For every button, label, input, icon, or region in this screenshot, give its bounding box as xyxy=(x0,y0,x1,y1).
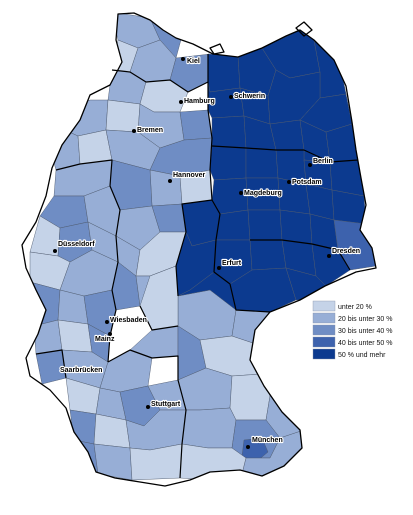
city-label: Bremen xyxy=(137,127,163,134)
district xyxy=(93,443,133,481)
city-saarbruecken: Saarbrücken xyxy=(59,366,104,375)
legend: unter 20 % 20 bis unter 30 % 30 bis unte… xyxy=(312,300,392,360)
city-label: Saarbrücken xyxy=(60,367,102,374)
city-erfurt: Erfurt xyxy=(217,259,243,270)
city-label: Hamburg xyxy=(184,98,215,105)
district xyxy=(241,437,269,463)
district xyxy=(211,115,247,149)
district xyxy=(261,345,301,397)
district xyxy=(207,53,241,93)
district xyxy=(279,209,313,245)
city-label: München xyxy=(252,437,283,444)
district xyxy=(269,119,305,151)
district xyxy=(181,407,237,449)
city-stuttgart: Stuttgart xyxy=(146,400,182,409)
city-label: Stuttgart xyxy=(151,401,181,408)
city-mainz: Mainz xyxy=(94,332,116,344)
city-potsdam: Potsdam xyxy=(287,178,323,187)
legend-swatch xyxy=(312,312,336,324)
city-schwerin: Schwerin xyxy=(229,92,266,101)
legend-label: 40 bis unter 50 % xyxy=(338,340,392,347)
island-outline xyxy=(209,43,225,55)
district xyxy=(69,409,97,445)
district xyxy=(229,373,271,421)
city-label: Mainz xyxy=(95,336,115,343)
district xyxy=(215,209,251,241)
city-kiel: Kiel xyxy=(181,57,201,66)
district xyxy=(179,109,213,141)
city-muenchen: München xyxy=(246,436,284,449)
city-label: Berlin xyxy=(313,158,333,165)
district xyxy=(33,319,63,355)
city-berlin: Berlin xyxy=(308,157,334,167)
city-markers: Kiel Hamburg Schwerin Bremen Hannover Be… xyxy=(53,57,361,449)
legend-item: 30 bis unter 40 % xyxy=(312,324,392,336)
legend-item: unter 20 % xyxy=(312,300,372,312)
city-bremen: Bremen xyxy=(132,126,164,135)
country-border xyxy=(21,12,377,487)
district xyxy=(129,443,183,481)
legend-swatch xyxy=(312,324,336,336)
state-borders xyxy=(35,54,359,479)
legend-label: unter 20 % xyxy=(338,304,372,311)
city-label: Magdeburg xyxy=(244,190,282,197)
city-label: Potsdam xyxy=(292,179,322,186)
city-label: Erfurt xyxy=(222,260,242,267)
legend-item: 40 bis unter 50 % xyxy=(312,336,392,348)
city-hannover: Hannover xyxy=(168,171,207,183)
city-magdeburg: Magdeburg xyxy=(239,189,283,198)
city-duesseldorf: Düsseldorf xyxy=(53,240,96,253)
city-dresden: Dresden xyxy=(327,247,361,258)
island-outline xyxy=(295,21,313,37)
district xyxy=(59,99,109,137)
legend-item: 20 bis unter 30 % xyxy=(312,312,392,324)
city-label: Wiesbaden xyxy=(110,317,147,324)
district xyxy=(245,147,279,179)
legend-swatch xyxy=(312,336,336,348)
city-label: Schwerin xyxy=(234,93,265,100)
city-label: Hannover xyxy=(173,172,206,179)
legend-swatch xyxy=(312,300,336,312)
district xyxy=(247,209,283,241)
district xyxy=(105,99,141,133)
district xyxy=(57,319,93,353)
district xyxy=(209,145,247,181)
legend-label: 50 % und mehr xyxy=(338,352,386,359)
city-label: Kiel xyxy=(187,58,200,65)
city-wiesbaden: Wiesbaden xyxy=(105,316,148,325)
city-hamburg: Hamburg xyxy=(179,97,216,106)
district xyxy=(249,239,287,271)
legend-label: 30 bis unter 40 % xyxy=(338,328,392,335)
legend-label: 20 bis unter 30 % xyxy=(338,316,392,323)
legend-item: 50 % und mehr xyxy=(312,348,386,360)
city-label: Dresden xyxy=(332,248,360,255)
legend-swatch xyxy=(312,348,336,360)
city-label: Düsseldorf xyxy=(58,241,95,248)
